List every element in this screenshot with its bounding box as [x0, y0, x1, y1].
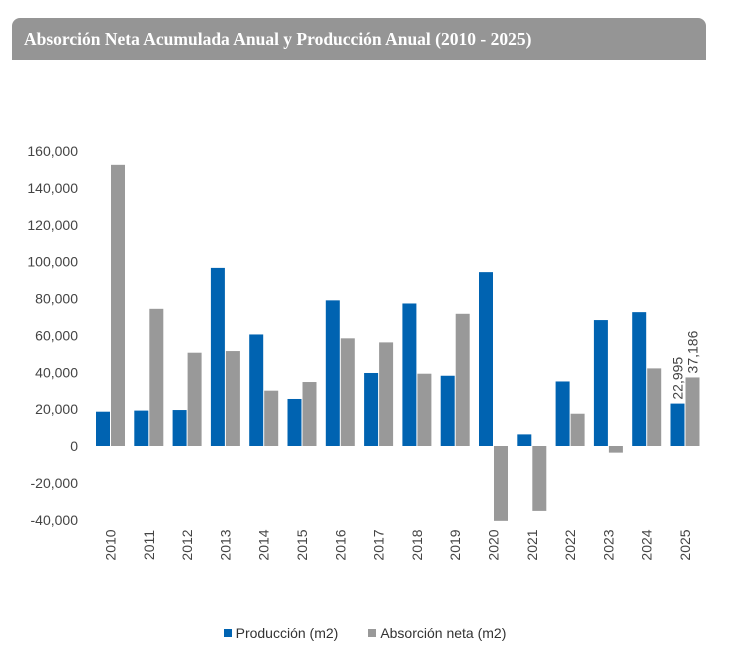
- bar-absorcion-2022: [570, 413, 585, 446]
- legend-item-absorcion: Absorción neta (m2): [368, 625, 506, 641]
- data-label: 37,186: [685, 330, 701, 373]
- bar-absorcion-2017: [379, 342, 394, 446]
- x-tick-label: 2019: [447, 529, 463, 560]
- bar-produccion-2020: [479, 272, 493, 446]
- bar-absorcion-2013: [225, 351, 240, 446]
- y-tick-label: 140,000: [27, 180, 78, 196]
- y-tick-label: 20,000: [35, 401, 78, 417]
- data-label: 22,995: [670, 357, 686, 400]
- y-tick-label: 60,000: [35, 327, 78, 343]
- bar-produccion-2016: [325, 300, 340, 446]
- x-tick-label: 2017: [371, 529, 387, 560]
- legend-label-absorcion: Absorción neta (m2): [380, 625, 507, 641]
- bar-absorcion-2023: [608, 446, 623, 453]
- x-tick-label: 2023: [600, 529, 616, 560]
- x-tick-label: 2016: [332, 529, 348, 560]
- y-tick-label: 120,000: [27, 217, 78, 233]
- x-tick-label: 2013: [217, 529, 233, 560]
- bar-absorcion-2018: [417, 373, 432, 446]
- bar-produccion-2012: [172, 410, 187, 446]
- bar-absorcion-2020: [494, 446, 508, 521]
- y-tick-label: -40,000: [31, 512, 79, 528]
- x-tick-label: 2012: [179, 529, 195, 560]
- y-tick-label: 80,000: [35, 291, 78, 307]
- bar-absorcion-2025: [685, 377, 700, 446]
- x-tick-label: 2022: [562, 529, 578, 560]
- x-tick-label: 2024: [639, 529, 655, 560]
- bar-produccion-2024: [632, 312, 647, 446]
- chart-title: Absorción Neta Acumulada Anual y Producc…: [24, 29, 532, 49]
- bar-absorcion-2012: [187, 352, 202, 446]
- bar-absorcion-2014: [264, 390, 279, 446]
- x-tick-label: 2018: [409, 529, 425, 560]
- legend-swatch-produccion: [223, 629, 232, 637]
- y-tick-label: 100,000: [27, 254, 78, 270]
- bar-produccion-2017: [364, 372, 379, 446]
- bar-absorcion-2011: [149, 308, 164, 446]
- x-tick-label: 2011: [141, 530, 157, 560]
- bar-absorcion-2024: [647, 368, 662, 446]
- bar-produccion-2010: [96, 411, 110, 446]
- x-tick-label: 2010: [103, 529, 119, 560]
- x-tick-label: 2025: [677, 529, 693, 560]
- legend-swatch-absorcion: [368, 629, 377, 637]
- bar-absorcion-2015: [302, 382, 317, 446]
- y-tick-label: 0: [70, 438, 78, 454]
- bar-produccion-2021: [517, 434, 532, 446]
- bar-produccion-2015: [287, 398, 302, 446]
- legend-label-produccion: Producción (m2): [235, 625, 339, 641]
- bar-absorcion-2016: [340, 338, 355, 446]
- bar-produccion-2025: [670, 403, 685, 446]
- bar-produccion-2018: [402, 303, 417, 446]
- bar-absorcion-2010: [111, 164, 125, 446]
- chart-title-bar: Absorción Neta Acumulada Anual y Producc…: [12, 18, 706, 60]
- y-tick-label: 40,000: [35, 364, 78, 380]
- bar-produccion-2011: [134, 410, 149, 446]
- bar-absorcion-2021: [532, 446, 547, 511]
- legend: Producción (m2) Absorción neta (m2): [0, 625, 730, 641]
- bar-absorcion-2019: [455, 313, 470, 446]
- y-tick-label: 160,000: [27, 143, 78, 159]
- x-tick-label: 2015: [294, 529, 310, 560]
- legend-item-produccion: Producción (m2): [223, 625, 339, 641]
- bar-produccion-2013: [210, 267, 225, 446]
- x-tick-label: 2014: [256, 529, 272, 560]
- bar-produccion-2014: [249, 334, 264, 446]
- x-tick-label: 2021: [524, 529, 540, 560]
- bar-produccion-2019: [440, 375, 455, 446]
- bar-produccion-2022: [555, 381, 570, 446]
- y-tick-label: -20,000: [31, 475, 79, 491]
- x-tick-label: 2020: [486, 529, 502, 560]
- bar-produccion-2023: [593, 320, 608, 446]
